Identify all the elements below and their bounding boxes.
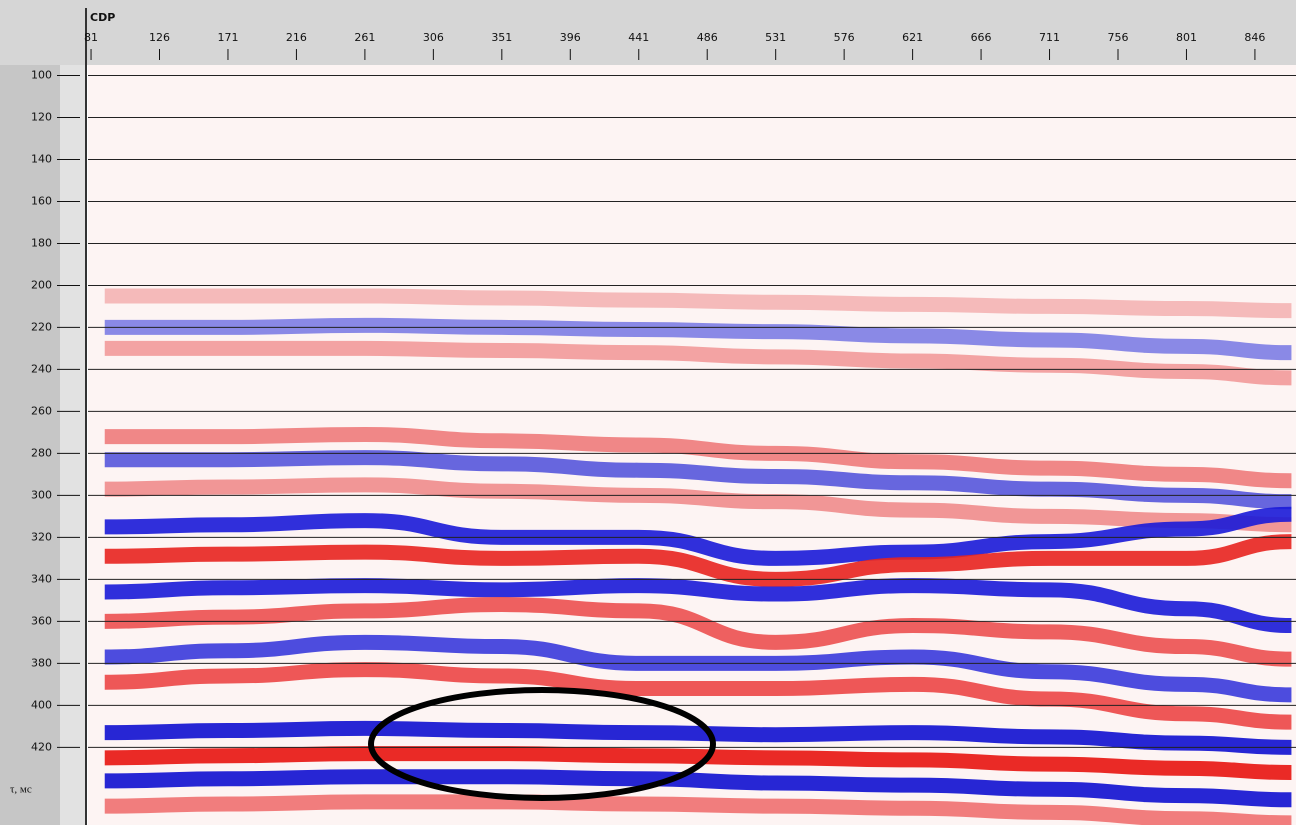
reflector — [104, 746, 1292, 781]
x-tick-label: 576 — [834, 31, 855, 44]
reflector — [104, 720, 1292, 755]
x-tick-label: 711 — [1039, 31, 1060, 44]
x-tick-label: 621 — [902, 31, 923, 44]
reflector — [104, 506, 1292, 566]
reflector — [104, 769, 1292, 808]
axis-strip — [60, 65, 85, 825]
y-tick-label: 260 — [31, 404, 52, 417]
x-tick-label: 441 — [628, 31, 649, 44]
reflector — [104, 427, 1292, 489]
reflector — [104, 578, 1292, 634]
y-tick-label: 320 — [31, 530, 52, 543]
x-tick-label: 846 — [1244, 31, 1265, 44]
y-tick-label: 220 — [31, 320, 52, 333]
reflector — [104, 317, 1292, 361]
header — [0, 0, 1296, 65]
x-tick-label: 756 — [1107, 31, 1128, 44]
x-tick-label: 216 — [286, 31, 307, 44]
x-tick-label: 306 — [423, 31, 444, 44]
x-tick-label: 666 — [971, 31, 992, 44]
y-tick-label: 340 — [31, 572, 52, 585]
y-tick-label: 380 — [31, 656, 52, 669]
reflector — [104, 288, 1292, 319]
y-axis-label: τ, мс — [10, 784, 32, 796]
reflector — [104, 597, 1292, 667]
y-tick-label: 280 — [31, 446, 52, 459]
x-tick-label: 351 — [491, 31, 512, 44]
reflector — [104, 450, 1292, 510]
y-tick-label: 160 — [31, 194, 52, 207]
y-tick-label: 240 — [31, 362, 52, 375]
reflector — [104, 477, 1292, 533]
x-tick-label: 396 — [560, 31, 581, 44]
x-tick-label: 261 — [354, 31, 375, 44]
y-tick-label: 180 — [31, 236, 52, 249]
x-tick-label: 486 — [697, 31, 718, 44]
x-tick-label: 81 — [84, 31, 98, 44]
y-tick-label: 200 — [31, 278, 52, 291]
x-axis-label: CDP — [90, 11, 115, 24]
grid — [88, 74, 1296, 748]
y-tick-label: 100 — [31, 68, 52, 81]
reflector — [104, 534, 1292, 587]
y-tick-label: 360 — [31, 614, 52, 627]
y-tick-label: 400 — [31, 698, 52, 711]
reflector — [104, 794, 1292, 825]
x-tick-label: 531 — [765, 31, 786, 44]
x-tick-label: 171 — [217, 31, 238, 44]
y-tick-label: 140 — [31, 152, 52, 165]
x-tick-label: 801 — [1176, 31, 1197, 44]
reflector — [104, 340, 1292, 386]
y-tick-label: 420 — [31, 740, 52, 753]
y-tick-label: 120 — [31, 110, 52, 123]
y-tick-label: 300 — [31, 488, 52, 501]
highlight-ellipse — [368, 687, 716, 801]
x-tick-label: 126 — [149, 31, 170, 44]
